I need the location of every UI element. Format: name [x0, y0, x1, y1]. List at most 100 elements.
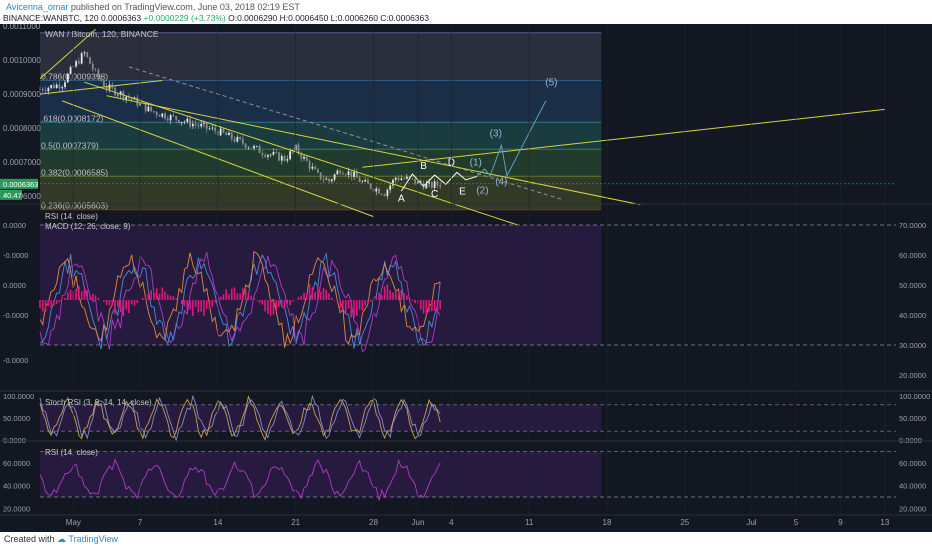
macd-histogram-bar: [378, 292, 380, 300]
time-tick-label: 18: [603, 518, 612, 527]
macd-histogram-bar: [414, 300, 416, 303]
macd-histogram-bar: [225, 289, 228, 300]
tradingview-link[interactable]: TradingView: [68, 534, 118, 544]
candle-body: [80, 53, 83, 64]
candle-body: [83, 52, 86, 54]
publish-text: published on TradingView.com, June 03, 2…: [70, 2, 300, 12]
macd-histogram-bar: [111, 300, 114, 306]
candle-body: [272, 152, 275, 155]
candle-body: [266, 154, 269, 157]
macd-histogram-bar: [239, 293, 241, 300]
chart-area[interactable]: 0.786(0.0009398) .618(0.0008172) 0.5(0.000…: [0, 24, 932, 532]
candle-body: [75, 61, 78, 67]
macd-histogram-bar: [436, 300, 439, 313]
candle-body: [44, 90, 47, 92]
macd-histogram-bar: [41, 300, 44, 312]
indicator-title: Stoch RSI (3, 3, 14, 14, close): [45, 398, 152, 407]
candle-body: [350, 171, 353, 177]
macd-histogram-bar: [264, 300, 266, 312]
macd-histogram-bar: [114, 300, 116, 315]
macd-histogram-bar: [269, 300, 272, 317]
fib-zone: [40, 122, 602, 150]
candle-body: [289, 151, 292, 160]
macd-histogram-bar: [144, 295, 147, 300]
candle-body: [58, 84, 61, 89]
created-with-label: Created with: [4, 534, 55, 544]
candle-body: [336, 170, 339, 175]
rsi-pane[interactable]: 60.0000 40.0000 20.0000 60.0000 40.0000 20.00…: [0, 448, 932, 516]
candle-body: [355, 171, 358, 178]
candle-body: [186, 118, 189, 122]
time-tick-label: 11: [525, 518, 534, 527]
macd-histogram-bar: [86, 289, 89, 300]
candle-body: [244, 143, 247, 148]
macd-histogram-bar: [358, 300, 361, 310]
last-volume-badge: [0, 189, 22, 200]
candle-body: [397, 177, 400, 180]
macd-histogram-bar: [356, 300, 358, 317]
right-tick-label: 20.0000: [899, 371, 926, 380]
candle-body: [305, 156, 308, 162]
candle-body: [178, 119, 180, 124]
macd-histogram-bar: [406, 295, 408, 300]
price-tick-label: 0.0011000: [3, 24, 41, 31]
macd-histogram-bar: [230, 288, 233, 300]
indicator-legend: MACD (12, 26, close, 9): [45, 222, 131, 231]
macd-histogram-bar: [194, 300, 197, 307]
candle-body: [222, 128, 225, 133]
macd-histogram-bar: [211, 300, 214, 308]
candle-body: [203, 123, 205, 124]
macd-histogram-bar: [150, 290, 152, 300]
macd-histogram-bar: [222, 294, 225, 300]
wave-label: (2): [476, 185, 488, 196]
candle-body: [430, 182, 433, 188]
macd-histogram-bar: [161, 287, 164, 300]
fib-level-label: 0.382(0.0006585): [41, 167, 108, 177]
macd-histogram-bar: [203, 300, 205, 316]
symbol-label: BINANCE:WANBTC, 120: [3, 13, 99, 23]
macd-histogram-bar: [267, 300, 269, 314]
macd-histogram-bar: [342, 300, 344, 310]
macd-histogram-bar: [411, 300, 414, 302]
candle-body: [194, 123, 197, 126]
macd-histogram-bar: [97, 297, 100, 300]
macd-histogram-bar: [214, 300, 216, 303]
author-link[interactable]: Avicenna_omar: [6, 2, 69, 12]
candle-body: [255, 145, 258, 147]
macd-histogram-bar: [297, 296, 300, 300]
macd-histogram-bar: [250, 295, 253, 300]
macd-histogram-bar: [136, 300, 139, 304]
candle-body: [394, 177, 397, 180]
candle-body: [425, 183, 428, 189]
macd-histogram-bar: [408, 297, 411, 300]
candle-body: [247, 147, 250, 149]
candle-body: [91, 63, 94, 70]
candle-body: [183, 121, 186, 123]
candle-body: [261, 153, 264, 156]
price-pane[interactable]: 0.786(0.0009398) .618(0.0008172) 0.5(0.000…: [0, 24, 932, 226]
candle-body: [278, 152, 280, 161]
candle-body: [205, 123, 208, 129]
candle-body: [61, 87, 64, 89]
rsi-macd-pane[interactable]: 0.0000 -0.0000 0.0000 -0.0000 -0.0000 70.0000…: [0, 212, 932, 392]
macd-histogram-bar: [328, 293, 330, 300]
left-tick-label: -0.0000: [3, 311, 28, 320]
macd-histogram-bar: [44, 300, 47, 312]
left-tick-label: 20.0000: [3, 504, 30, 513]
candle-body: [300, 153, 303, 159]
stoch-rsi-pane[interactable]: 100.000050.00000.0000100.000050.00000.00…: [0, 392, 932, 445]
left-tick-label: -0.0000: [3, 356, 28, 365]
candle-body: [364, 180, 367, 182]
candle-body: [172, 115, 175, 117]
candle-body: [69, 66, 72, 74]
candle-body: [114, 87, 116, 96]
macd-histogram-bar: [147, 292, 150, 300]
time-axis[interactable]: May 7 14 21 28 Jun 4 11 18 25 Jul 5 9 13: [66, 24, 890, 527]
candle-body: [339, 170, 342, 174]
candle-body: [317, 169, 319, 173]
ohlc-values: O:0.0006290 H:0.0006450 L:0.0006260 C:0.…: [228, 13, 429, 23]
macd-histogram-bar: [247, 292, 250, 300]
price-tick-label: 0.0006000: [3, 192, 41, 201]
candle-body: [94, 69, 97, 70]
candle-body: [411, 178, 414, 179]
